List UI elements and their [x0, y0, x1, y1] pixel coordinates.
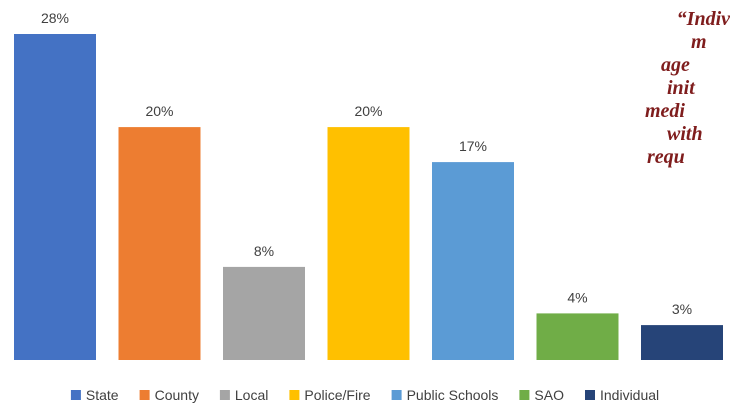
legend-label: State	[86, 387, 119, 403]
data-labels-group: 28% 20% 8% 20% 17% 4% 3%	[41, 10, 692, 317]
legend-swatch	[139, 390, 150, 400]
quote-line: with	[667, 123, 703, 145]
quote-line: “Indiv	[676, 8, 730, 30]
legend-swatch	[391, 390, 402, 400]
bar-county	[118, 127, 201, 360]
legend-label: SAO	[534, 387, 564, 403]
data-label-sao: 4%	[567, 289, 587, 305]
bar-police-fire	[327, 127, 410, 360]
legend-item-sao: SAO	[519, 387, 564, 403]
legend-swatch	[585, 390, 595, 400]
data-label-public-schools: 17%	[459, 138, 487, 154]
legend-swatch	[70, 390, 81, 400]
quote-text: “Indiv m age init medi with requ	[635, 8, 730, 169]
legend-swatch	[219, 390, 230, 400]
quote-line: medi	[645, 100, 685, 122]
legend-swatch	[519, 390, 530, 400]
quote-line: requ	[647, 146, 685, 168]
data-label-county: 20%	[145, 103, 173, 119]
data-label-individual: 3%	[672, 301, 692, 317]
legend-label: Individual	[600, 387, 659, 403]
data-label-police-fire: 20%	[354, 103, 382, 119]
legend: State County Local Police/Fire Public School…	[70, 387, 659, 403]
quote-line: m	[691, 31, 707, 53]
bar-sao	[536, 313, 619, 360]
bar-state	[14, 34, 96, 360]
quote-line: age	[661, 54, 690, 76]
quote-line: init	[667, 77, 695, 99]
legend-label: Public Schools	[407, 387, 499, 403]
legend-item-state: State	[70, 387, 119, 403]
legend-item-county: County	[139, 387, 199, 403]
bar-local	[223, 266, 305, 360]
legend-item-police-fire: Police/Fire	[289, 387, 371, 403]
legend-label: Local	[235, 387, 268, 403]
legend-label: Police/Fire	[304, 387, 370, 403]
bar-public-schools	[432, 162, 514, 360]
legend-item-local: Local	[219, 387, 268, 403]
legend-item-public-schools: Public Schools	[391, 387, 499, 403]
legend-item-individual: Individual	[585, 387, 659, 403]
bars-group	[14, 34, 723, 360]
data-label-state: 28%	[41, 10, 69, 26]
legend-label: County	[155, 387, 199, 403]
bar-individual	[641, 325, 723, 360]
data-label-local: 8%	[254, 243, 274, 259]
legend-swatch	[289, 390, 300, 400]
